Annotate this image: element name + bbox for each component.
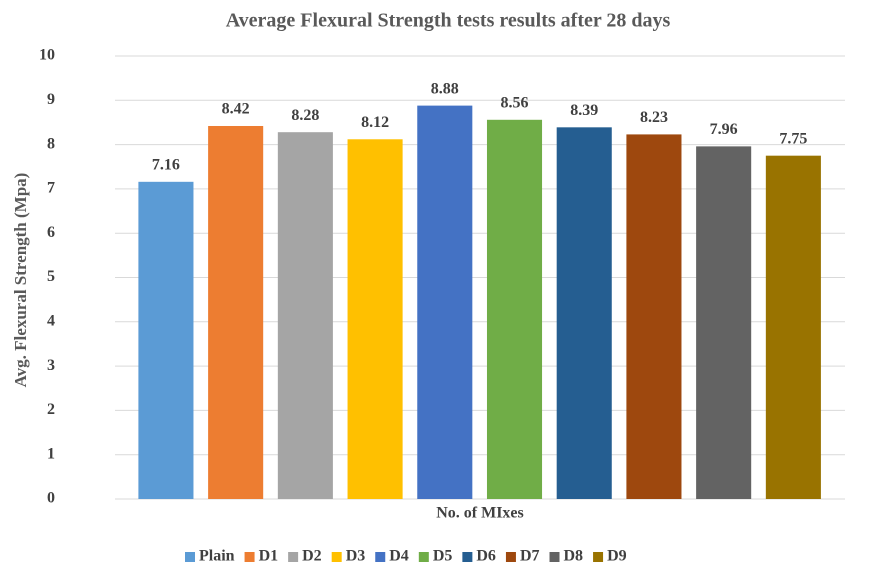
y-tick-label: 8 (47, 135, 55, 152)
legend-label: D5 (433, 548, 453, 565)
data-label: 8.12 (361, 114, 389, 131)
bar (626, 134, 682, 499)
data-label: 8.28 (291, 107, 319, 124)
bar (486, 119, 543, 500)
bar (556, 127, 612, 499)
data-label: 8.88 (431, 80, 459, 97)
y-tick-label: 2 (47, 401, 55, 418)
y-tick-label: 9 (47, 91, 55, 108)
legend-swatch (375, 552, 386, 562)
bar (277, 132, 333, 500)
legend-swatch (593, 552, 604, 562)
y-tick-label: 1 (47, 445, 55, 462)
legend-swatch (244, 552, 255, 562)
legend-label: D9 (607, 548, 627, 565)
y-axis-title: Avg. Flexural Strength (Mpa) (11, 173, 30, 388)
legend-label: D1 (259, 548, 279, 565)
legend-swatch (462, 552, 473, 562)
legend-swatch (331, 552, 342, 562)
legend-label: D8 (564, 548, 584, 565)
data-label: 8.39 (570, 102, 598, 119)
bar (765, 155, 821, 500)
data-label: 8.42 (222, 101, 250, 118)
data-label: 7.16 (152, 156, 180, 173)
legend-label: D2 (302, 548, 322, 565)
y-tick-label: 4 (47, 312, 55, 329)
y-tick-label: 6 (47, 224, 55, 241)
legend-label: D6 (476, 548, 496, 565)
y-tick-label: 5 (47, 268, 55, 285)
y-tick-label: 10 (39, 47, 55, 64)
legend-label: D7 (520, 548, 540, 565)
chart-title: Average Flexural Strength tests results … (226, 10, 671, 32)
legend-swatch (185, 552, 195, 562)
x-axis-title: No. of MIxes (436, 505, 524, 522)
data-label: 7.96 (710, 121, 738, 138)
data-label: 7.75 (779, 130, 807, 147)
y-tick-label: 0 (47, 490, 55, 507)
legend-swatch (418, 552, 429, 562)
legend-label: D3 (346, 548, 366, 565)
y-tick-label: 3 (47, 357, 55, 374)
bar (347, 139, 403, 499)
legend-swatch (288, 552, 299, 562)
bar (208, 125, 264, 499)
legend-label: Plain (199, 548, 235, 565)
y-tick-label: 7 (47, 180, 55, 197)
legend-swatch (505, 552, 516, 562)
data-label: 8.23 (640, 109, 668, 126)
bar (138, 181, 194, 499)
legend-label: D4 (389, 548, 409, 565)
data-label: 8.56 (501, 94, 529, 111)
bar (417, 105, 473, 499)
legend-swatch (549, 552, 560, 562)
bar (696, 146, 752, 499)
